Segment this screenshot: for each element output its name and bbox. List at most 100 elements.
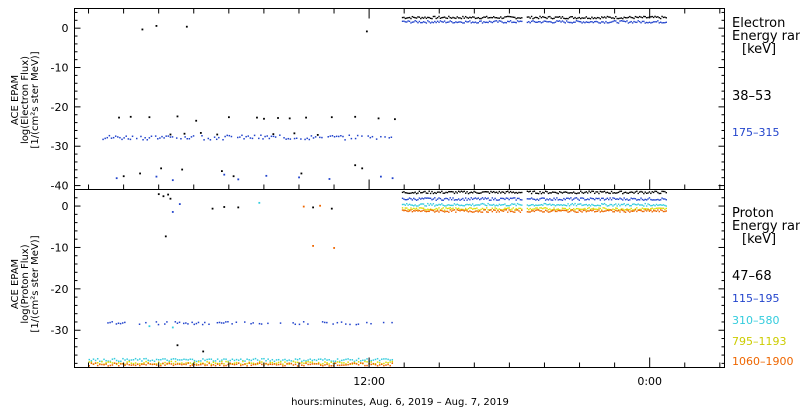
proton-series-4-point — [556, 208, 558, 211]
proton-series-3-point — [507, 204, 509, 207]
electron-ytick-label: -20 — [51, 101, 69, 114]
proton-series-3-point — [326, 359, 328, 361]
proton-series-4-point — [640, 208, 642, 211]
proton-series-2-point — [456, 199, 458, 201]
electron-series-2-point — [287, 137, 290, 140]
electron-series-2-point — [262, 138, 264, 140]
proton-series-5-point — [464, 209, 467, 211]
proton-series-3-point — [592, 204, 595, 206]
electron-series-2-point — [530, 20, 533, 23]
proton-series-5-point — [221, 362, 223, 365]
proton-series-1-point — [516, 192, 519, 194]
electron-series-1-point — [466, 16, 468, 19]
proton-series-1-point — [532, 190, 534, 193]
proton-series-3-point — [273, 360, 276, 363]
proton-series-5-point — [126, 363, 128, 365]
proton-series-3-point — [202, 358, 204, 360]
proton-series-5-point — [103, 364, 105, 366]
proton-series-5-point — [474, 210, 477, 212]
proton-series-1-point — [456, 192, 458, 194]
electron-series-1-point — [615, 15, 617, 18]
proton-series-2-point — [178, 203, 181, 205]
proton-legend-title: Proton — [732, 206, 774, 221]
proton-series-3-point — [609, 203, 611, 206]
electron-series-2-point — [171, 136, 174, 138]
electron-series-2-point — [443, 20, 446, 22]
proton-series-1-point — [411, 191, 414, 194]
proton-series-2-point — [208, 323, 210, 326]
proton-series-3-point — [564, 204, 566, 207]
proton-series-2-point — [443, 198, 446, 200]
proton-series-2-point — [654, 199, 656, 201]
proton-series-5-point — [183, 363, 185, 365]
electron-series-2-point — [329, 135, 332, 137]
proton-series-5-point — [120, 363, 122, 365]
proton-series-2-point — [201, 323, 204, 326]
proton-series-3-point — [486, 204, 488, 207]
proton-series-5-point — [470, 210, 472, 213]
proton-series-1-point — [518, 191, 520, 194]
proton-series-1-point — [431, 190, 433, 193]
proton-series-2-point — [294, 323, 297, 326]
electron-series-2-point — [501, 21, 503, 23]
proton-series-3-point — [536, 204, 538, 207]
proton-series-4-point — [608, 208, 610, 211]
proton-series-4-point — [619, 209, 621, 211]
proton-series-5-point — [551, 209, 554, 212]
electron-series-1-point — [622, 17, 624, 20]
electron-series-2-point — [588, 21, 590, 24]
proton-series-3-point — [296, 358, 299, 361]
proton-series-5-point — [546, 210, 548, 212]
proton-series-5-point — [313, 363, 316, 365]
electron-series-2-point — [453, 21, 456, 24]
proton-series-1-point — [533, 190, 536, 192]
proton-series-5-point — [181, 363, 183, 366]
proton-series-2-point — [267, 322, 269, 325]
electron-series-2-point — [253, 134, 256, 137]
proton-series-1-point — [598, 192, 600, 195]
proton-series-4-point — [343, 362, 345, 364]
electron-series-2-point — [484, 21, 487, 24]
electron-series-2-point — [432, 21, 435, 24]
proton-series-2-point — [391, 321, 393, 324]
proton-series-4-point — [511, 208, 513, 210]
electron-series-1-point — [620, 17, 623, 19]
proton-series-4-point — [233, 362, 236, 364]
proton-series-5-point — [536, 209, 538, 211]
proton-series-2-point — [477, 197, 479, 199]
proton-series-5-point — [509, 210, 512, 213]
proton-series-3-point — [355, 359, 358, 362]
proton-series-4-point — [277, 361, 280, 364]
proton-series-2-point — [216, 321, 219, 324]
proton-series-5-point — [446, 210, 449, 213]
electron-series-2-point — [617, 22, 620, 24]
proton-series-2-point — [258, 322, 261, 325]
proton-series-2-point — [529, 198, 531, 200]
proton-series-2-point — [187, 323, 189, 325]
proton-series-2-point — [463, 199, 465, 201]
proton-series-2-point — [528, 198, 530, 200]
proton-series-4-point — [414, 208, 416, 210]
x-tick-label: 0:00 — [637, 375, 662, 388]
proton-series-1-point — [623, 191, 625, 194]
proton-series-5-point — [661, 209, 663, 212]
proton-series-5-point — [610, 209, 613, 211]
proton-series-5-point — [216, 363, 219, 365]
proton-series-2-point — [655, 199, 658, 201]
electron-series-1-point — [609, 16, 611, 18]
proton-series-3-point — [155, 358, 158, 361]
proton-series-2-point — [449, 197, 451, 199]
proton-series-5-point — [463, 210, 465, 212]
proton-series-3-point — [466, 203, 468, 206]
proton-series-1-point — [407, 192, 409, 195]
proton-series-4-point — [602, 207, 604, 209]
electron-series-2-point — [577, 20, 579, 22]
proton-series-1-point — [410, 192, 412, 194]
proton-series-4-point — [483, 208, 485, 210]
proton-series-1-point — [595, 191, 597, 193]
proton-series-2-point — [321, 321, 324, 323]
proton-series-3-point — [453, 203, 456, 205]
proton-series-4-point — [657, 207, 659, 209]
electron-series-1-point — [591, 16, 593, 18]
